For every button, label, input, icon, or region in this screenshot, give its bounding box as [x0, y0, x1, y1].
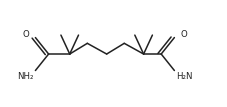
Text: NH₂: NH₂: [17, 72, 34, 81]
Text: O: O: [181, 30, 188, 39]
Text: H₂N: H₂N: [176, 72, 192, 81]
Text: O: O: [22, 30, 29, 39]
